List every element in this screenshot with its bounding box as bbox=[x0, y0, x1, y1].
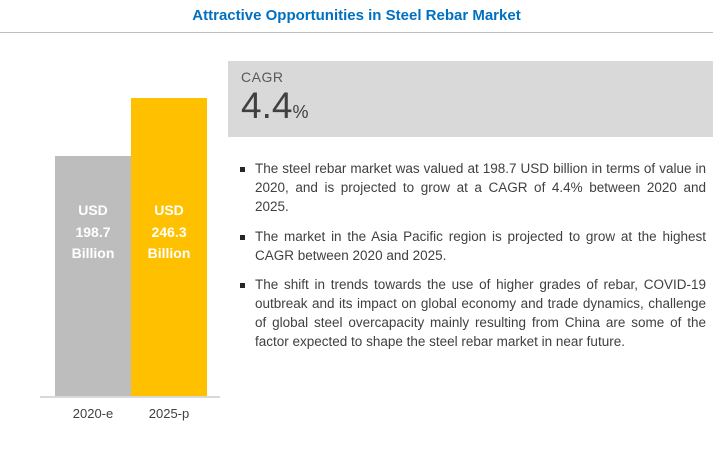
bullet-square-icon bbox=[240, 234, 245, 240]
cagr-value: 4.4% bbox=[241, 85, 713, 127]
cagr-box: CAGR 4.4% bbox=[228, 61, 713, 137]
cagr-number: 4.4 bbox=[241, 85, 293, 126]
bullet-square-icon bbox=[240, 167, 245, 172]
bar-2025p bbox=[131, 98, 207, 397]
cagr-label: CAGR bbox=[241, 69, 284, 85]
bullet-text: The shift in trends towards the use of h… bbox=[255, 277, 706, 350]
bullet-item: The shift in trends towards the use of h… bbox=[240, 276, 706, 352]
title-divider bbox=[0, 32, 713, 33]
x-axis-label-2025p: 2025-p bbox=[148, 406, 190, 421]
bullet-item: The market in the Asia Pacific region is… bbox=[240, 228, 706, 266]
bullet-square-icon bbox=[240, 283, 245, 289]
bullet-item: The steel rebar market was valued at 198… bbox=[240, 160, 706, 217]
x-axis-label-2020e: 2020-e bbox=[72, 406, 114, 421]
bullet-text: The steel rebar market was valued at 198… bbox=[255, 161, 706, 214]
bullet-text: The market in the Asia Pacific region is… bbox=[255, 228, 706, 263]
bullet-list: The steel rebar market was valued at 198… bbox=[240, 160, 706, 363]
x-axis-line bbox=[40, 396, 220, 398]
bar-value-label-2025p: USD 246.3 Billion bbox=[147, 202, 191, 262]
bar-2020e bbox=[55, 156, 131, 397]
page-title: Attractive Opportunities in Steel Rebar … bbox=[192, 7, 521, 24]
bar-value-label-2020e: USD 198.7 Billion bbox=[71, 202, 115, 262]
cagr-percent-sign: % bbox=[292, 102, 309, 122]
